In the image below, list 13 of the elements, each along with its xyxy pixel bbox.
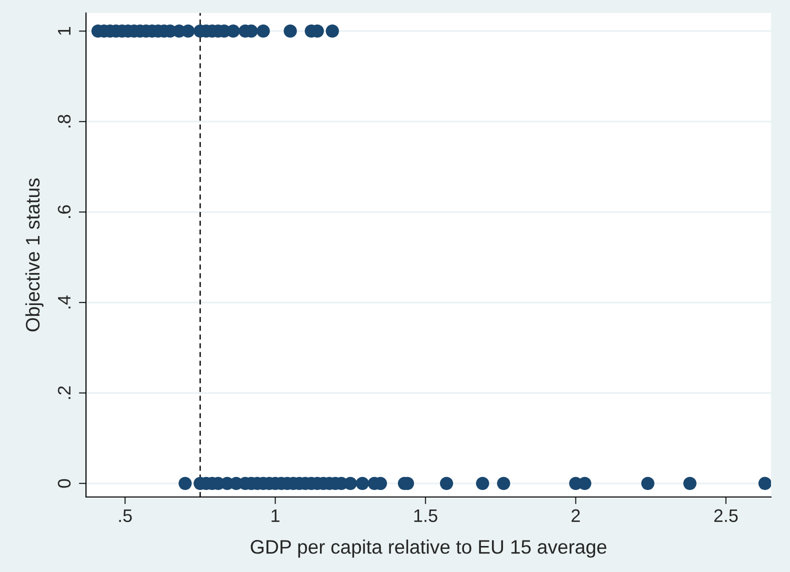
y-tick-label: 0 bbox=[58, 479, 71, 488]
y-tick-label: .8 bbox=[58, 114, 71, 128]
x-tick-label: 1 bbox=[272, 509, 280, 522]
x-tick-label: 2 bbox=[572, 509, 580, 522]
y-tick-label: 1 bbox=[58, 26, 70, 35]
x-tick-label: 2.5 bbox=[714, 509, 738, 522]
x-tick-label: .5 bbox=[119, 509, 132, 522]
y-tick-label: .2 bbox=[58, 386, 70, 399]
x-tick-label: 1.5 bbox=[414, 509, 438, 522]
x-axis-title: GDP per capita relative to EU 15 average bbox=[250, 540, 606, 558]
y-tick-label: .6 bbox=[58, 205, 71, 218]
y-axis-title: Objective 1 status bbox=[25, 178, 44, 332]
y-tick-label: .4 bbox=[58, 295, 70, 308]
